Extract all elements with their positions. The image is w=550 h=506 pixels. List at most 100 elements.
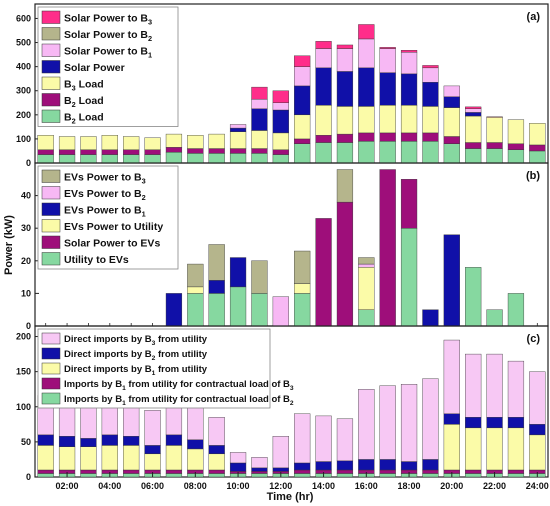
legend-swatch [41,377,61,390]
bar-segment [165,473,183,478]
legend-box [37,328,271,409]
bar-segment [101,154,118,164]
bar-segment [187,293,204,327]
y-tick-label: 200 [16,332,31,342]
legend-swatch [41,93,61,107]
bar-segment [294,462,311,471]
legend: EVs Power to B3 EVs Power to B2 EVs Power … [37,165,179,270]
bar-segment [123,436,140,446]
bar-segment [144,453,161,471]
x-tick-label: 16:00 [355,481,378,491]
y-tick-label: 50 [21,437,31,447]
bar-segment [400,141,418,164]
bar-segment [208,280,225,294]
legend-swatch [41,235,61,249]
bar-segment [208,469,225,474]
bar-segment [422,132,439,142]
bar-segment [315,142,332,164]
bar-segment [507,360,525,418]
bar-segment [379,459,396,471]
bar-segment [58,446,76,471]
bar-segment [315,67,332,106]
bar-segment [379,469,396,474]
legend-entry: Imports by B1 from utility for contractu… [64,394,294,407]
bar-segment [465,267,482,327]
bar-segment [465,115,482,143]
bar-segment [37,149,54,155]
bar-segment [336,48,354,72]
bar-segment [358,24,375,40]
bar-segment [400,384,418,462]
bar-segment [486,417,503,429]
bar-segment [165,133,183,148]
bar-segment [379,47,396,49]
bar-segment [400,51,418,75]
bar-segment [358,267,375,310]
bar-segment [336,169,354,203]
y-tick-label: 150 [16,367,31,377]
legend-swatch [41,27,61,41]
series-4 [37,413,546,472]
x-tick-label: 08:00 [184,481,207,491]
bar-segment [486,353,503,418]
bar-segment [294,143,311,164]
bar-segment [294,114,311,140]
bar-segment [465,353,482,418]
series-4 [229,67,482,134]
bar-segment [443,96,460,108]
y-tick-label: 300 [16,86,31,96]
bar-segment [229,462,247,472]
legend-swatch [41,60,61,74]
bar-segment [422,65,439,69]
bar-segment [229,124,247,129]
bar-segment [443,107,460,137]
bar-segment [187,148,204,154]
bar-segment [486,116,503,118]
bar-segment [165,293,183,327]
bar-segment [358,141,375,164]
bar-segment [272,296,289,327]
bar-segment [529,424,546,436]
panel-label: (b) [526,170,540,182]
legend-swatch [41,202,61,216]
bar-segment [336,460,354,471]
bar-segment [379,473,396,478]
bar-segment [272,102,289,111]
bar-segment [229,127,247,132]
bar-segment [315,415,332,462]
bar-segment [123,149,140,155]
bar-segment [336,418,354,462]
series-1 [37,141,546,164]
bar-segment [422,106,439,134]
bar-segment [486,148,503,164]
bar-segment [443,424,460,471]
legend-swatch [41,10,61,24]
x-tick-label: 02:00 [56,481,79,491]
bar-segment [379,385,396,460]
bar-segment [315,135,332,143]
bar-segment [294,283,311,294]
y-tick-label: 0 [26,158,31,168]
bar-segment [486,309,503,327]
bar-segment [315,48,332,69]
bar-segment [529,371,546,425]
y-tick-label: 20 [21,256,31,266]
bar-segment [251,260,268,294]
bar-segment [101,434,118,446]
bar-segment [465,106,482,109]
bar-segment [251,153,268,164]
bar-segment [507,143,525,150]
bar-segment [336,142,354,164]
bar-segment [187,153,204,164]
bar-segment [251,108,268,131]
bar-segment [187,448,204,471]
bar-segment [251,471,268,474]
bar-segment [251,473,268,478]
panel-frame [34,325,549,478]
bar-segment [294,473,311,478]
bar-segment [422,309,439,327]
bar-segment [251,86,268,100]
panel-3: 0 50 100 150 200 (c) Direct imports by B3 from… [16,325,549,482]
bar-segment [251,293,268,327]
